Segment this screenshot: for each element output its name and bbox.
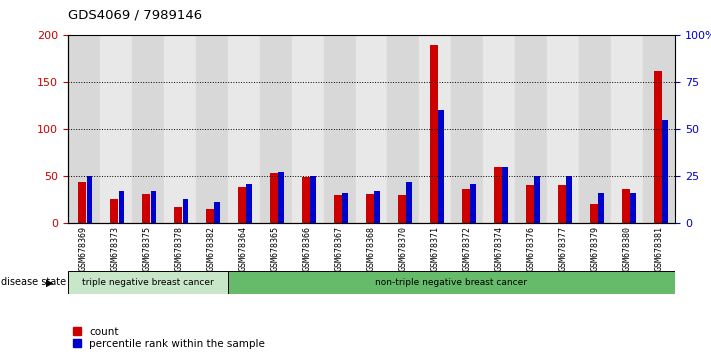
Bar: [68, 35, 100, 223]
Bar: [407, 182, 412, 223]
Bar: [151, 191, 156, 223]
Bar: [430, 45, 438, 223]
Bar: [643, 35, 675, 223]
Bar: [515, 35, 547, 223]
Bar: [132, 35, 164, 223]
Bar: [462, 189, 470, 223]
Bar: [631, 193, 636, 223]
Text: triple negative breast cancer: triple negative breast cancer: [82, 278, 213, 287]
Bar: [164, 35, 196, 223]
Bar: [215, 202, 220, 223]
Text: GDS4069 / 7989146: GDS4069 / 7989146: [68, 9, 202, 22]
Bar: [334, 195, 342, 223]
Bar: [611, 35, 643, 223]
Bar: [439, 110, 444, 223]
Bar: [398, 195, 406, 223]
Bar: [471, 184, 476, 223]
Bar: [494, 167, 502, 223]
Bar: [311, 176, 316, 223]
Bar: [451, 35, 483, 223]
Bar: [183, 199, 188, 223]
Bar: [228, 271, 675, 294]
Bar: [366, 194, 374, 223]
Bar: [343, 193, 348, 223]
Bar: [174, 207, 182, 223]
Bar: [206, 209, 214, 223]
Bar: [535, 176, 540, 223]
Bar: [324, 35, 356, 223]
Bar: [119, 191, 124, 223]
Bar: [590, 204, 598, 223]
Bar: [526, 184, 534, 223]
Bar: [100, 35, 132, 223]
Bar: [375, 191, 380, 223]
Bar: [599, 193, 604, 223]
Text: ▶: ▶: [46, 277, 54, 287]
Bar: [567, 176, 572, 223]
Bar: [279, 172, 284, 223]
Bar: [87, 176, 92, 223]
Bar: [558, 185, 566, 223]
Bar: [483, 35, 515, 223]
Bar: [110, 199, 118, 223]
Bar: [142, 194, 150, 223]
Bar: [238, 187, 246, 223]
Bar: [356, 35, 387, 223]
Bar: [419, 35, 451, 223]
Text: non-triple negative breast cancer: non-triple negative breast cancer: [375, 278, 528, 287]
Bar: [302, 177, 310, 223]
Bar: [68, 271, 228, 294]
Bar: [622, 189, 630, 223]
Bar: [579, 35, 611, 223]
Bar: [387, 35, 419, 223]
Bar: [547, 35, 579, 223]
Bar: [654, 71, 662, 223]
Text: disease state: disease state: [1, 277, 67, 287]
Legend: count, percentile rank within the sample: count, percentile rank within the sample: [73, 327, 265, 349]
Bar: [247, 184, 252, 223]
Bar: [196, 35, 228, 223]
Bar: [260, 35, 292, 223]
Bar: [503, 167, 508, 223]
Bar: [78, 182, 86, 223]
Bar: [228, 35, 260, 223]
Bar: [270, 173, 278, 223]
Bar: [663, 120, 668, 223]
Bar: [292, 35, 324, 223]
